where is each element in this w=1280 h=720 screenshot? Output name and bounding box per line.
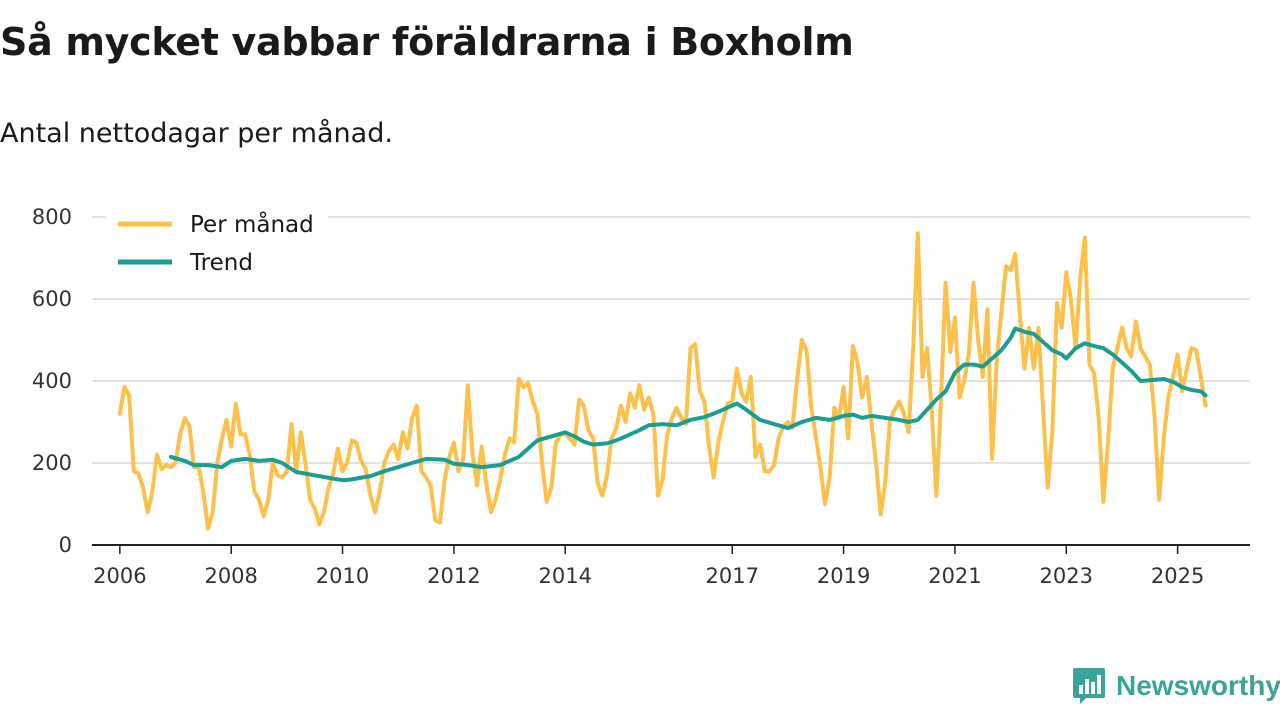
legend-label-per-manad: Per månad — [190, 210, 314, 238]
series-line-monthly — [117, 231, 1208, 531]
x-tick-label: 2014 — [538, 564, 591, 588]
x-tick-label: 2025 — [1151, 564, 1204, 588]
x-tick-label: 2017 — [706, 564, 759, 588]
x-tick-label: 2023 — [1040, 564, 1093, 588]
series-lines — [117, 231, 1208, 531]
y-axis-ticks: 0 200 400 600 800 — [32, 205, 72, 557]
x-tick-label: 2008 — [204, 564, 257, 588]
y-tick-label: 800 — [32, 205, 72, 229]
x-tick-label: 2021 — [928, 564, 981, 588]
x-tick-label: 2010 — [316, 564, 369, 588]
x-tick-label: 2006 — [93, 564, 146, 588]
legend: Per månad Trend — [106, 204, 328, 284]
series-line-trend — [168, 326, 1208, 483]
y-tick-label: 0 — [59, 533, 72, 557]
legend-label-trend: Trend — [189, 250, 253, 276]
x-tick-label: 2012 — [427, 564, 480, 588]
chart-subtitle: Antal nettodagar per månad. — [0, 118, 393, 149]
legend-background — [106, 204, 328, 284]
x-tick-label: 2019 — [817, 564, 870, 588]
x-axis-ticks: 2006 2008 2010 2012 2014 2017 2019 2021 2023 2025 — [93, 545, 1204, 588]
newsworthy-chart-icon — [1073, 668, 1105, 704]
y-tick-label: 400 — [32, 369, 72, 393]
brand-name: Newsworthy — [1116, 670, 1280, 701]
chart-title: Så mycket vabbar föräldrarna i Boxholm — [0, 20, 854, 64]
y-tick-label: 200 — [32, 451, 72, 475]
newsworthy-brand[interactable]: Newsworthy — [1072, 666, 1280, 706]
y-tick-label: 600 — [32, 287, 72, 311]
